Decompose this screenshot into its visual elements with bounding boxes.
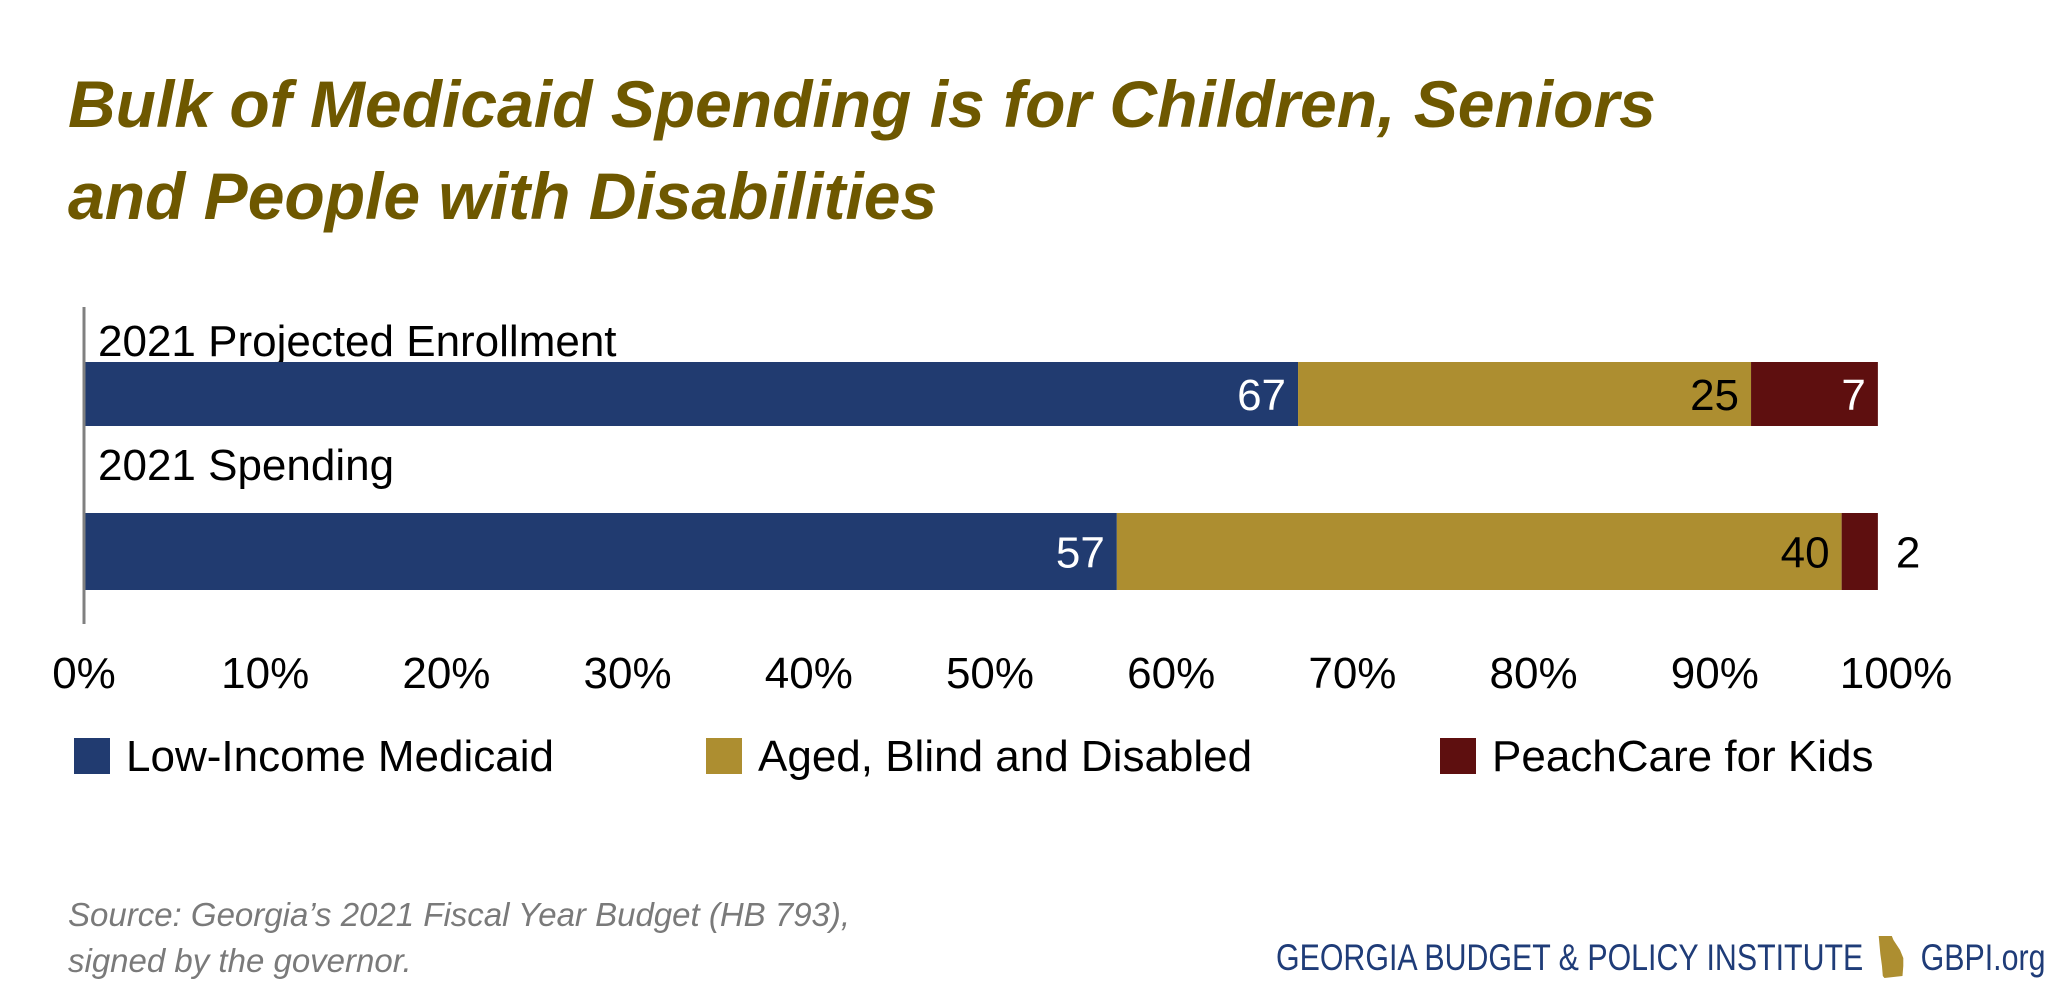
- x-tick-label: 0%: [52, 649, 116, 698]
- title-line-1: Bulk of Medicaid Spending is for Childre…: [68, 67, 1656, 141]
- source-line-1: Source: Georgia’s 2021 Fiscal Year Budge…: [68, 896, 851, 933]
- source-note: Source: Georgia’s 2021 Fiscal Year Budge…: [68, 892, 850, 984]
- x-tick-label: 80%: [1490, 649, 1578, 698]
- x-tick-label: 10%: [221, 649, 309, 698]
- bar-segment: [1751, 362, 1878, 426]
- bar-segment: [1298, 362, 1752, 426]
- data-label: 67: [1237, 371, 1286, 420]
- logo-name: GEORGIA BUDGET & POLICY INSTITUTE: [1276, 937, 1864, 978]
- legend-swatch: [1440, 738, 1476, 774]
- legend-swatch: [706, 738, 742, 774]
- legend-label: Low-Income Medicaid: [126, 732, 554, 781]
- data-label: 25: [1690, 371, 1739, 420]
- data-label: 2: [1896, 529, 1920, 578]
- legend-swatch: [74, 738, 110, 774]
- x-tick-label: 90%: [1671, 649, 1759, 698]
- data-label: 40: [1781, 529, 1830, 578]
- x-tick-label: 70%: [1308, 649, 1396, 698]
- bar-segment: [1116, 513, 1842, 590]
- legend-label: PeachCare for Kids: [1492, 732, 1874, 781]
- x-tick-label: 20%: [402, 649, 490, 698]
- logo-url[interactable]: GBPI.org: [1920, 937, 2046, 978]
- georgia-state-icon: [1878, 936, 1904, 978]
- x-tick-label: 40%: [765, 649, 853, 698]
- category-label: 2021 Projected Enrollment: [98, 317, 617, 366]
- chart-title: Bulk of Medicaid Spending is for Childre…: [68, 58, 1656, 242]
- title-line-2: and People with Disabilities: [68, 159, 938, 233]
- bar-segment: [1841, 513, 1878, 590]
- x-tick-label: 100%: [1840, 649, 1953, 698]
- legend-label: Aged, Blind and Disabled: [758, 732, 1252, 781]
- bar-segment: [84, 513, 1117, 590]
- source-line-2: signed by the governor.: [68, 942, 412, 979]
- data-label: 57: [1056, 529, 1105, 578]
- x-tick-label: 30%: [584, 649, 672, 698]
- gbpi-logo[interactable]: GEORGIA BUDGET & POLICY INSTITUTE GBPI.o…: [1276, 936, 2045, 980]
- x-tick-label: 50%: [946, 649, 1034, 698]
- data-label: 7: [1841, 371, 1865, 420]
- category-label: 2021 Spending: [98, 441, 394, 490]
- bar-segment: [84, 362, 1299, 426]
- x-tick-label: 60%: [1127, 649, 1215, 698]
